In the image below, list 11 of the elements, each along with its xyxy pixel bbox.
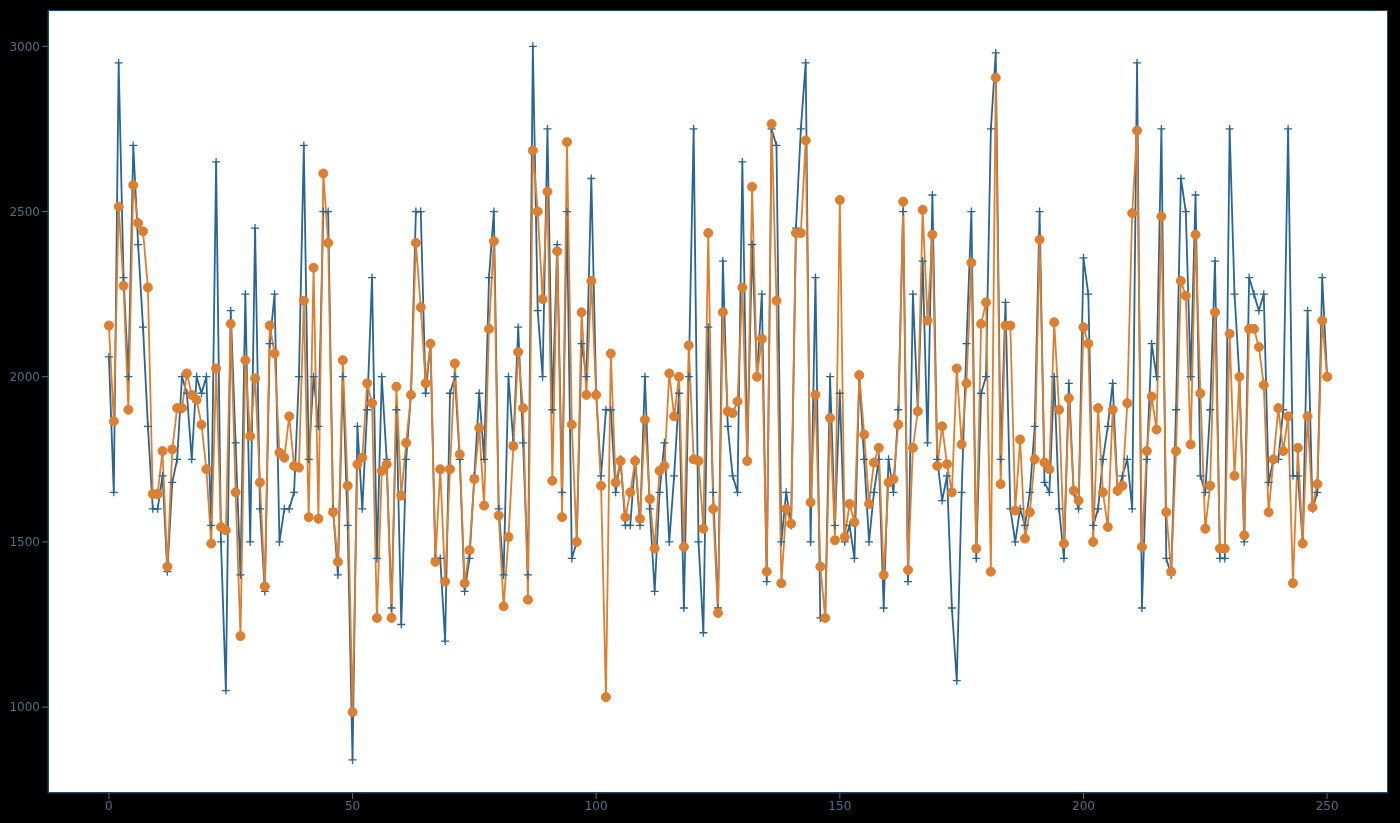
x-tick-label: 150 [828,798,852,813]
y-tick-label: 1000 [9,700,40,715]
y-tick-label: 2500 [9,204,40,219]
x-tick-label: 200 [1072,798,1095,813]
x-tick-label: 0 [105,798,113,813]
x-tick-label: 50 [344,798,361,813]
y-tick-label: 3000 [9,39,40,54]
x-tick-label: 250 [1315,798,1339,813]
y-tick-label: 2000 [9,369,40,384]
x-tick-label: 100 [584,798,608,813]
y-tick-label: 1500 [9,535,40,550]
